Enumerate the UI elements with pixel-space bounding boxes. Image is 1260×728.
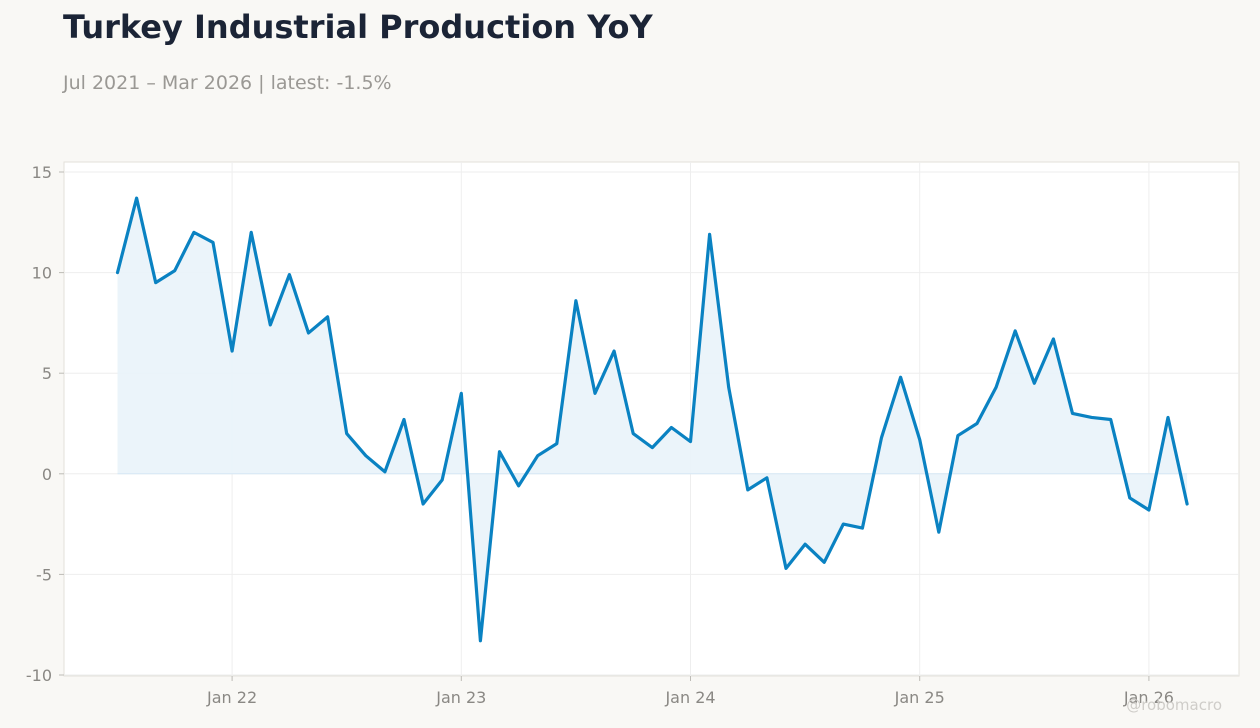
data-point bbox=[345, 432, 348, 435]
data-point bbox=[1109, 418, 1112, 421]
y-tick-label: 15 bbox=[32, 163, 52, 182]
data-point bbox=[1147, 508, 1151, 512]
data-point bbox=[288, 273, 291, 276]
x-tick-label: Jan 22 bbox=[206, 688, 257, 707]
x-tick-label: Jan 23 bbox=[435, 688, 486, 707]
data-point bbox=[593, 392, 597, 395]
data-point bbox=[441, 478, 444, 482]
data-point bbox=[994, 386, 998, 389]
data-point bbox=[555, 442, 558, 445]
data-point bbox=[765, 476, 769, 480]
data-point bbox=[842, 522, 845, 526]
data-point bbox=[880, 436, 883, 439]
data-point bbox=[517, 484, 520, 488]
series-area bbox=[117, 198, 1188, 641]
chart-title: Turkey Industrial Production YoY bbox=[63, 8, 653, 46]
data-point bbox=[1014, 329, 1017, 333]
data-point bbox=[956, 434, 960, 437]
data-point bbox=[975, 422, 979, 425]
data-point bbox=[307, 331, 310, 335]
y-axis: 15 10 5 0 -5 -10 bbox=[26, 163, 64, 685]
data-point bbox=[937, 530, 940, 534]
data-point bbox=[670, 426, 673, 429]
data-point bbox=[173, 269, 176, 272]
data-point bbox=[861, 526, 864, 530]
data-point bbox=[154, 281, 157, 284]
data-point bbox=[1071, 412, 1074, 415]
data-point bbox=[250, 231, 253, 234]
data-point bbox=[899, 376, 902, 379]
data-point bbox=[823, 561, 826, 564]
data-point bbox=[689, 440, 692, 443]
data-point bbox=[803, 543, 807, 546]
data-point bbox=[230, 349, 234, 353]
data-point bbox=[326, 315, 329, 319]
y-tick-label: 0 bbox=[42, 465, 52, 484]
data-point bbox=[269, 323, 272, 327]
data-point bbox=[727, 386, 730, 389]
data-point bbox=[1052, 337, 1055, 341]
area-layer bbox=[117, 198, 1188, 641]
data-point bbox=[1166, 416, 1170, 419]
y-tick-label: 5 bbox=[42, 364, 52, 383]
data-point bbox=[574, 299, 578, 302]
data-point bbox=[784, 567, 788, 570]
y-tick-label: -10 bbox=[26, 666, 52, 685]
data-point bbox=[651, 446, 654, 449]
watermark: @robomacro bbox=[1126, 696, 1222, 714]
x-tick-label: Jan 26 bbox=[1123, 688, 1174, 707]
data-point bbox=[708, 233, 711, 236]
y-tick-label: -5 bbox=[36, 565, 52, 584]
data-point bbox=[116, 271, 119, 274]
line-layer bbox=[115, 196, 1189, 643]
data-point bbox=[421, 502, 425, 506]
data-point bbox=[498, 450, 501, 453]
data-point bbox=[364, 454, 367, 457]
data-point bbox=[746, 488, 749, 492]
data-point bbox=[1128, 496, 1132, 500]
x-tick-label: Jan 24 bbox=[664, 688, 715, 707]
x-tick-label: Jan 25 bbox=[894, 688, 945, 707]
data-point bbox=[1090, 416, 1093, 419]
data-point bbox=[1185, 502, 1189, 506]
data-point bbox=[1033, 382, 1036, 385]
chart-subtitle: Jul 2021 – Mar 2026 | latest: -1.5% bbox=[63, 72, 392, 94]
data-point bbox=[632, 432, 635, 435]
data-point bbox=[402, 418, 406, 421]
data-point bbox=[383, 470, 387, 473]
data-point bbox=[479, 639, 482, 642]
data-point bbox=[612, 349, 616, 353]
data-point bbox=[211, 241, 215, 244]
data-point bbox=[460, 392, 463, 395]
data-point bbox=[918, 438, 921, 441]
data-point bbox=[536, 454, 539, 457]
y-tick-label: 10 bbox=[32, 264, 52, 283]
data-point bbox=[192, 231, 196, 234]
data-point bbox=[135, 196, 138, 200]
x-axis: Jan 22 Jan 23 Jan 24 Jan 25 Jan 26 bbox=[206, 676, 1174, 707]
